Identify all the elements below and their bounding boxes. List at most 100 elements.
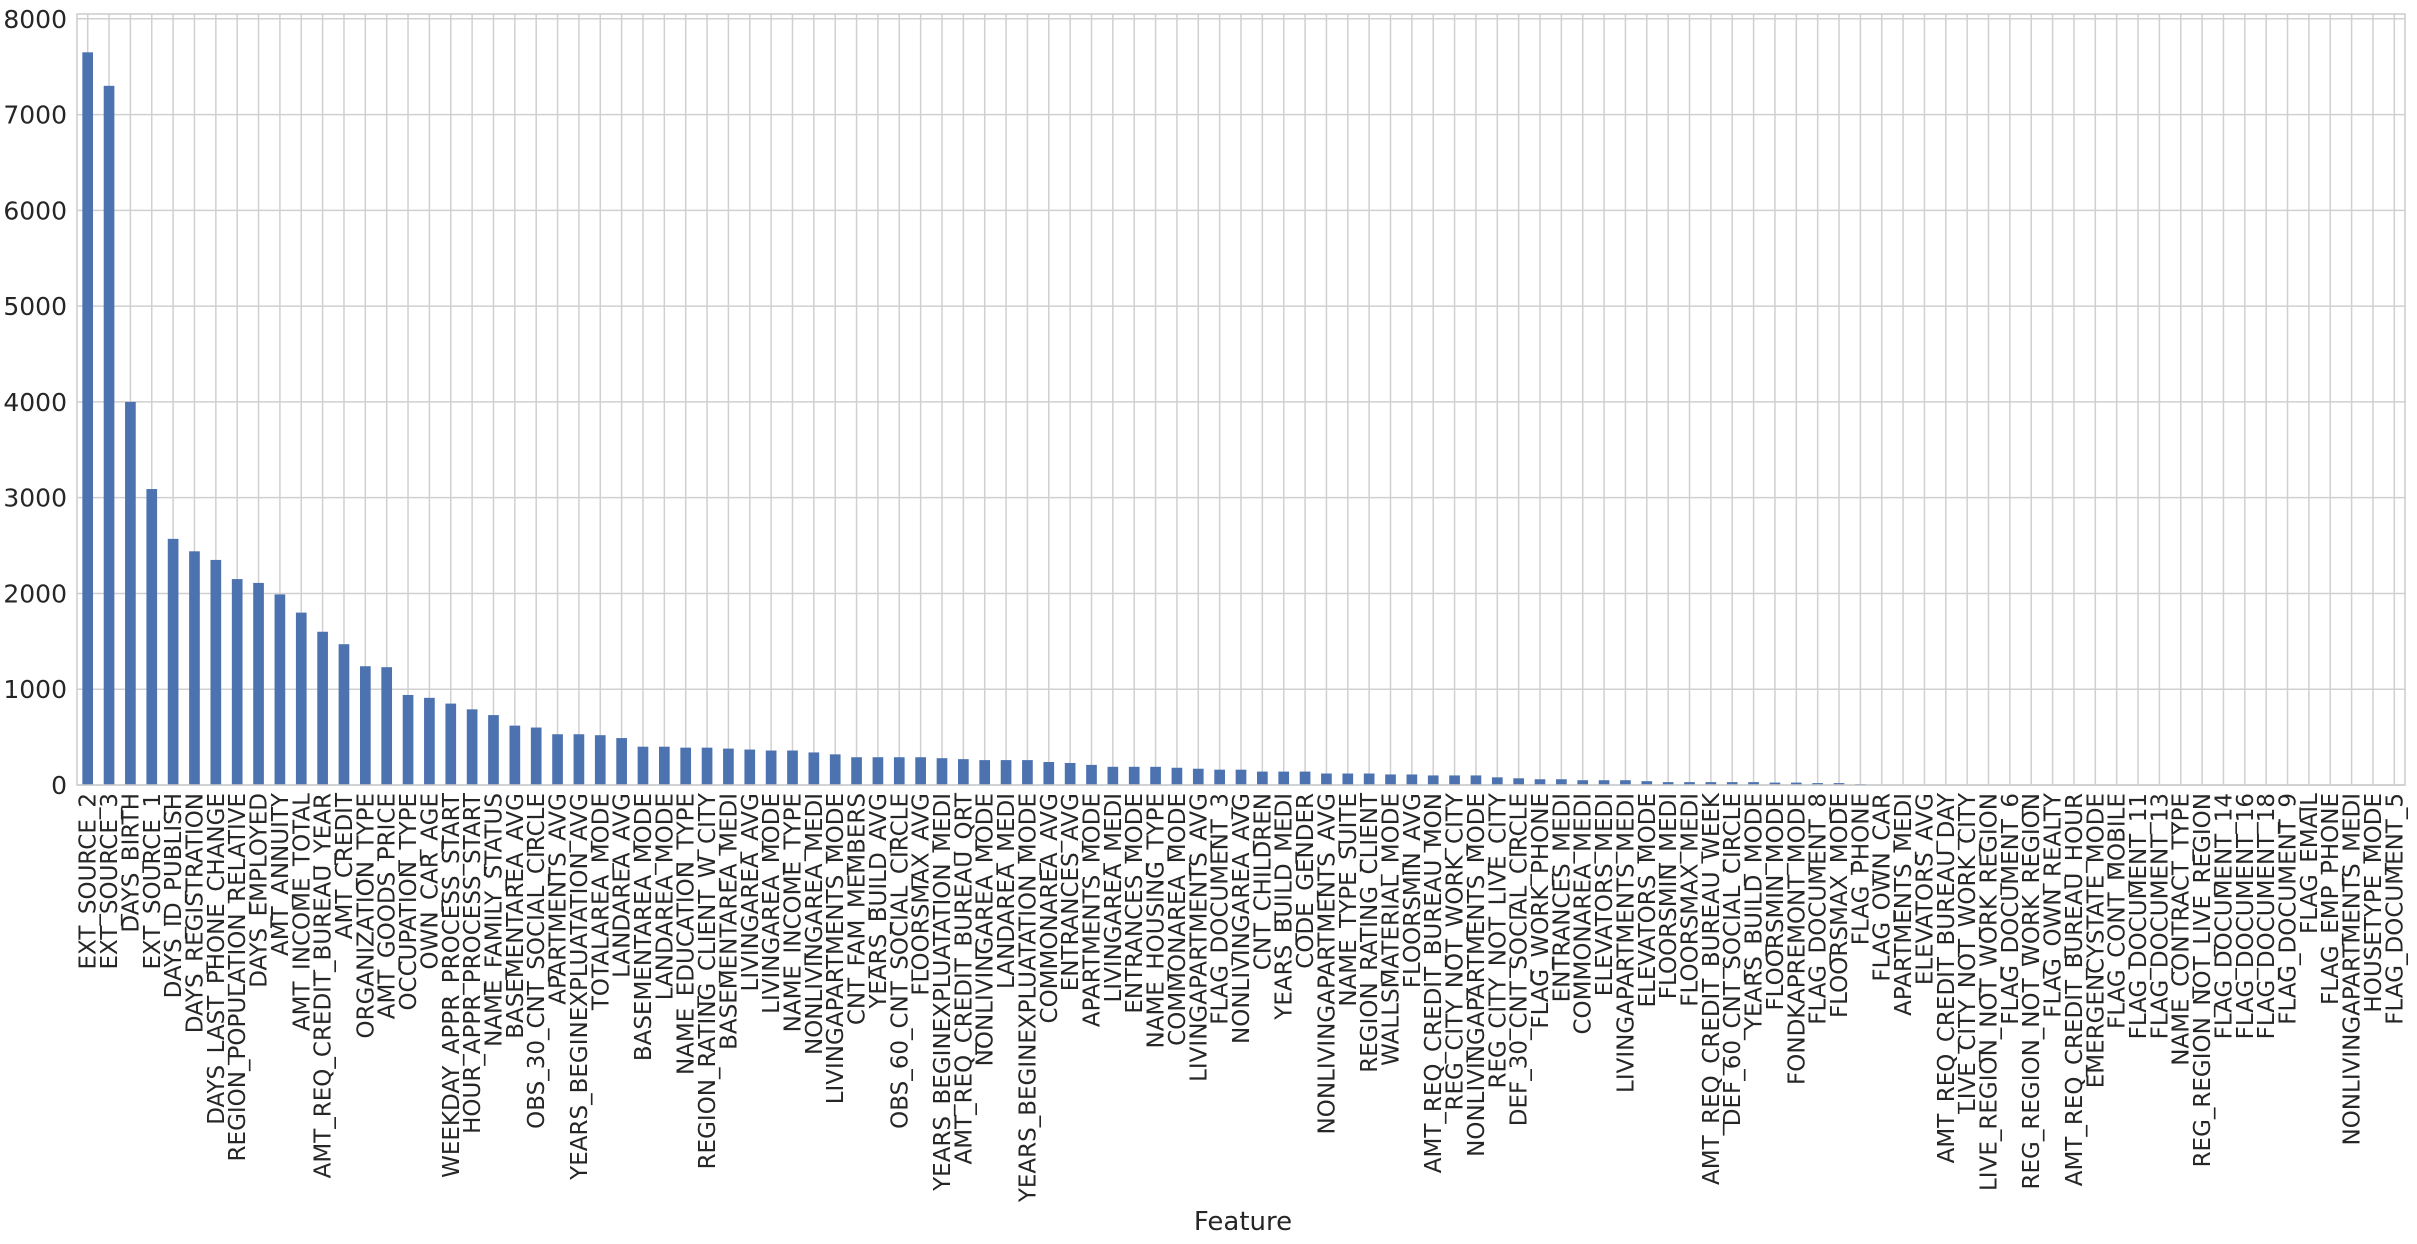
bar [1449,775,1460,785]
bar [1470,775,1482,785]
bar [1086,764,1097,785]
bar [1662,782,1674,785]
bar [851,757,862,785]
bar [338,644,350,785]
bar [915,757,926,785]
x-tick-label: DEF_60_CNT_SOCIAL_CIRCLE [1720,793,1746,1126]
x-tick-label: CODE_GENDER [1293,793,1319,969]
x-tick-label: AMT_REQ_CREDIT_BUREAU_YEAR [311,793,337,1178]
x-tick-label: ELEVATORS_MEDI [1592,793,1618,996]
bar [979,760,991,785]
y-tick-label: 0 [51,771,67,800]
x-tick-label: ELEVATORS_MODE [1635,793,1661,1008]
bar [359,666,371,785]
x-tick-label: EXT_SOURCE_3 [97,793,123,970]
bar [1812,783,1823,785]
bar [509,725,521,785]
x-tick-label: REGION_RATING_CLIENT_W_CITY [695,792,721,1169]
x-tick-label: FLOORSMAX_MODE [1827,793,1853,1018]
y-tick-label: 4000 [3,388,67,417]
x-tick-label: LIVINGAPARTMENTS_MEDI [1613,793,1639,1093]
bar [573,734,585,785]
bar [530,727,542,785]
x-tick-label: FLAG_OWN_REALTY [2041,792,2067,1018]
x-tick-label: EXT_SOURCE_2 [76,793,102,970]
y-tick-label: 2000 [3,579,67,608]
x-tick-label: APARTMENTS_MODE [1079,793,1105,1027]
bar [125,401,136,785]
bar [1000,760,1012,785]
bar [1321,773,1332,785]
x-tick-label: NAME_INCOME_TYPE [780,793,806,1032]
bar [893,757,905,785]
x-tick-label: YEARS_BEGINEXPLUATATION_MEDI [930,793,956,1192]
bar [1107,766,1119,785]
bar [637,746,649,785]
bar [424,697,435,785]
x-axis-label: Feature [1194,1207,1292,1237]
x-tick-label: REGION_POPULATION_RELATIVE [225,793,251,1161]
x-tick-label: AMT_GOODS_PRICE [375,793,401,1019]
x-tick-label: LIVINGAREA_MODE [759,793,785,1014]
x-tick-label: ORGANIZATION_TYPE [353,793,379,1038]
bar [936,758,948,785]
x-tick-label: NAME_FAMILY_STATUS [481,793,507,1047]
x-tick-label: YEARS_BEGINEXPLUATATION_AVG [567,793,593,1181]
x-tick-label: APARTMENTS_AVG [546,793,572,1005]
bar [787,750,798,785]
x-tick-label: FLAG_DOCUMENT_14 [2211,793,2237,1039]
bar [1534,779,1546,785]
bar [659,746,670,785]
bar [744,749,756,785]
x-tick-label: AMT_REQ_CREDIT_BUREAU_MON [1421,793,1447,1173]
bar [1641,781,1653,785]
x-tick-label: NAME_HOUSING_TYPE [1144,793,1170,1048]
x-tick-label: FLAG_PHONE [1848,793,1874,945]
x-tick-label: BASEMENTAREA_AVG [503,793,529,1039]
y-tick-label: 7000 [3,101,67,130]
bar [701,747,713,785]
bar [1748,782,1759,785]
bar [616,738,627,785]
x-tick-label: OBS_60_CNT_SOCIAL_CIRCLE [887,793,913,1129]
x-tick-label: FLOORSMIN_MEDI [1656,793,1682,999]
x-tick-label: FLAG_OWN_CAR [1870,793,1896,982]
y-tick-label: 6000 [3,196,67,225]
x-tick-label: FLAG_EMP_PHONE [2318,793,2344,1005]
x-tick-label: BASEMENTAREA_MODE [631,793,657,1061]
bar [1171,767,1183,785]
x-tick-label: FLAG_EMAIL [2297,793,2323,934]
bar [958,759,969,785]
bar [167,538,179,785]
bar [103,85,115,786]
bar [274,594,286,785]
x-tick-label: LIVINGAREA_MEDI [1101,793,1127,1003]
x-tick-label: COMMONAREA_AVG [1037,793,1063,1023]
x-tick-label: COMMONAREA_MEDI [1571,793,1597,1035]
x-tick-label: LIVINGAPARTMENTS_AVG [1186,793,1212,1082]
x-tick-label: OWN_CAR_AGE [417,793,443,970]
x-tick-label: NONLIVINGAPARTMENTS_AVG [1314,793,1340,1134]
bar [723,748,734,785]
x-tick-label: LIVINGAPARTMENTS_MODE [823,793,849,1104]
x-tick-label: DAYS_ID_PUBLISH [161,793,187,998]
bar [1491,777,1503,785]
bar [1043,762,1055,785]
y-tick-label: 1000 [3,675,67,704]
bar [189,551,200,785]
y-tick-label: 5000 [3,292,67,321]
x-tick-label: OCCUPATION_TYPE [396,793,422,1011]
bar [1235,769,1247,785]
x-tick-label: ENTRANCES_MEDI [1549,793,1575,1002]
x-tick-label: FLAG_DOCUMENT_13 [2147,793,2173,1039]
x-tick-label: NONLIVINGAPARTMENTS_MEDI [2340,793,2366,1145]
bar [1299,771,1311,785]
x-tick-label: CNT_FAM_MEMBERS [845,793,871,1025]
x-tick-label: YEARS_BUILD_MEDI [1272,793,1298,1021]
x-tick-label: LIVE_REGION_NOT_WORK_REGION [1977,793,2003,1191]
bar [402,694,414,785]
x-tick-label: COMMONAREA_MODE [1165,793,1191,1046]
bar [1214,769,1225,785]
x-tick-label: LIVE_CITY_NOT_WORK_CITY [1955,792,1981,1112]
x-tick-label: REG_REGION_NOT_LIVE_REGION [2190,793,2216,1167]
